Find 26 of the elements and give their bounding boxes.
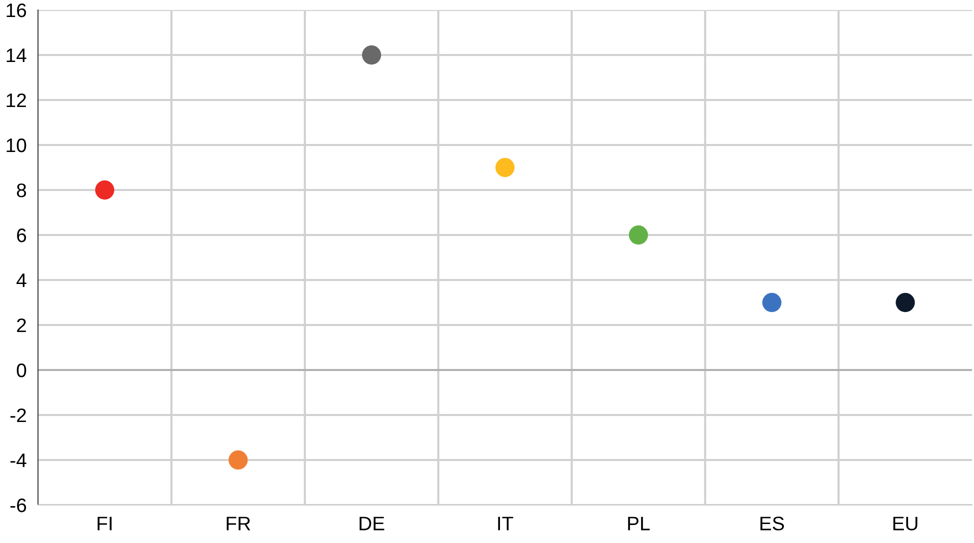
x-tick-label: ES [760, 516, 784, 530]
y-tick-label: 6 [17, 228, 26, 242]
y-tick-label: -6 [10, 498, 26, 512]
point [495, 158, 515, 178]
point [362, 45, 382, 65]
x-tick-label: IT [498, 516, 514, 530]
x-tick-label: FR [226, 516, 250, 530]
point [95, 180, 114, 200]
point [228, 450, 248, 470]
y-tick-label: 14 [6, 48, 26, 62]
x-tick-label: DE [360, 516, 384, 530]
x-tick-label: PL [628, 516, 650, 530]
point [896, 292, 915, 312]
y-tick-label: 12 [6, 93, 26, 108]
point [628, 225, 648, 245]
y-tick-label: -2 [10, 408, 26, 422]
y-tick-label: 8 [16, 183, 26, 198]
y-tick-label: 10 [6, 138, 26, 152]
y-tick-label: 2 [17, 318, 26, 332]
x-tick-label: EU [893, 516, 918, 530]
y-tick-label: 4 [16, 274, 26, 288]
point [762, 292, 782, 312]
y-tick-label: 0 [16, 363, 26, 378]
x-tick-label: FI [98, 516, 112, 530]
y-tick-label: 16 [6, 3, 26, 18]
y-tick-label: -4 [10, 454, 26, 468]
